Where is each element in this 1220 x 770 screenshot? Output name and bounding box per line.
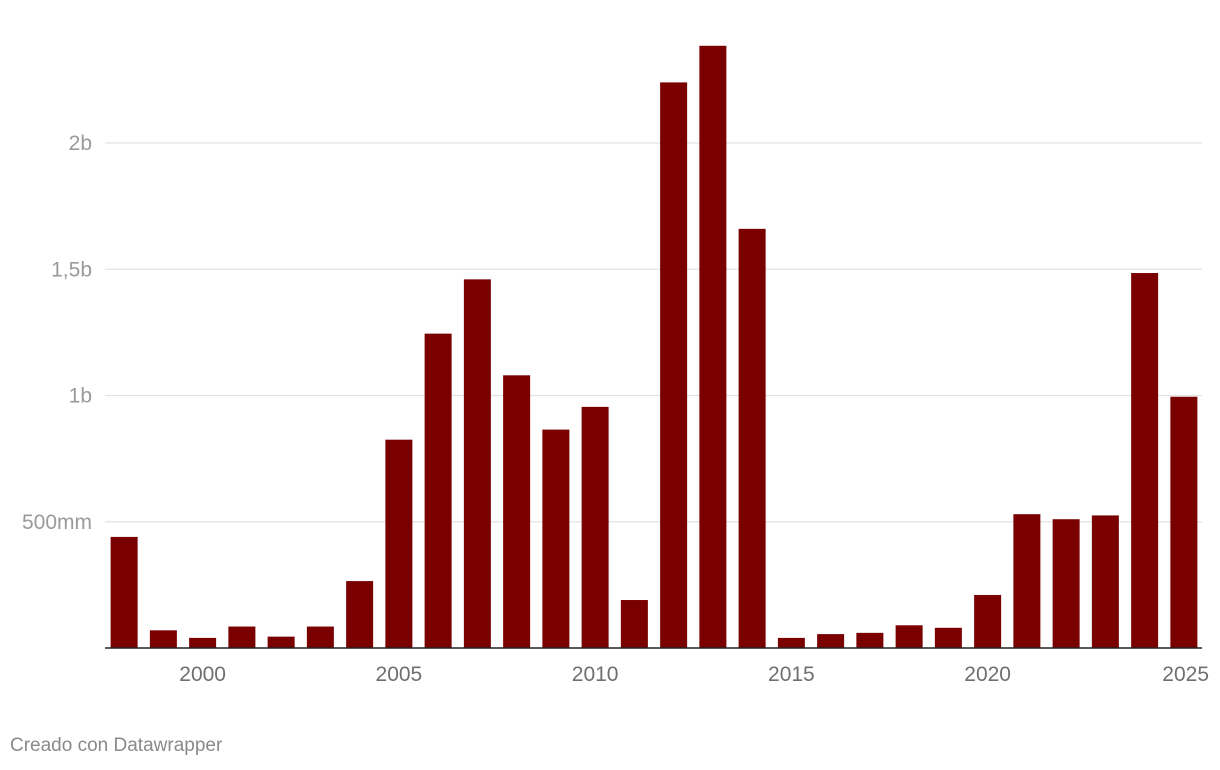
y-tick-label: 500mm — [22, 511, 92, 534]
bar-2025 — [1170, 396, 1198, 648]
bar-2022 — [1052, 519, 1080, 648]
bar-2008 — [503, 375, 531, 648]
bar-2015 — [777, 637, 805, 648]
x-tick-label: 2005 — [376, 663, 423, 686]
x-tick-label: 2000 — [179, 663, 226, 686]
bar-2016 — [817, 634, 845, 648]
x-tick-label: 2010 — [572, 663, 619, 686]
bar-2004 — [346, 581, 374, 648]
bar-2012 — [660, 82, 688, 648]
bar-1999 — [149, 630, 177, 648]
bar-2024 — [1131, 273, 1159, 648]
y-axis-ticks: 500mm 1b 1,5b 2b — [22, 132, 92, 534]
gridlines — [105, 142, 1202, 523]
x-tick-label: 2015 — [768, 663, 815, 686]
bar-2001 — [228, 626, 256, 648]
x-tick-label: 2020 — [964, 663, 1011, 686]
y-tick-label: 1,5b — [51, 258, 92, 281]
bar-2018 — [895, 625, 923, 648]
bar-2023 — [1091, 515, 1119, 648]
x-tick-label: 2025 — [1162, 663, 1209, 686]
bar-2003 — [306, 626, 334, 648]
bar-2000 — [189, 637, 217, 648]
bar-1998 — [110, 536, 138, 648]
bar-2017 — [856, 632, 884, 648]
x-axis-ticks: 2000 2005 2010 2015 2020 2025 — [179, 663, 1209, 686]
bar-2013 — [699, 45, 727, 649]
bar-2007 — [463, 279, 491, 648]
bar-2005 — [385, 439, 413, 648]
bar-2014 — [738, 228, 766, 648]
bar-2010 — [581, 406, 609, 648]
bar-2011 — [620, 600, 648, 648]
bar-2019 — [934, 627, 962, 648]
bar-2021 — [1013, 514, 1041, 648]
bar-2020 — [974, 594, 1002, 648]
credit-text: Creado con Datawrapper — [10, 735, 223, 756]
y-tick-label: 1b — [69, 385, 92, 408]
bar-2006 — [424, 333, 452, 648]
y-tick-label: 2b — [69, 132, 92, 155]
bar-2009 — [542, 429, 570, 648]
bars — [110, 45, 1198, 649]
bar-2002 — [267, 636, 295, 648]
